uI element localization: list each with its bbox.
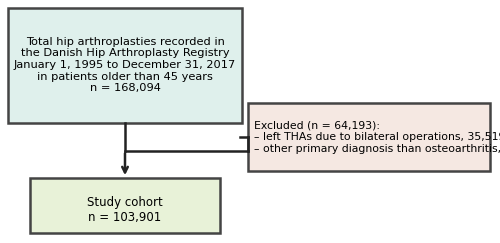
FancyBboxPatch shape (248, 103, 490, 171)
FancyBboxPatch shape (8, 8, 242, 123)
Text: Total hip arthroplasties recorded in
the Danish Hip Arthroplasty Registry
Januar: Total hip arthroplasties recorded in the… (14, 37, 236, 93)
Text: Excluded (n = 64,193):
– left THAs due to bilateral operations, 35,519
– other p: Excluded (n = 64,193): – left THAs due t… (254, 120, 500, 154)
Text: Study cohort
n = 103,901: Study cohort n = 103,901 (87, 196, 163, 224)
FancyBboxPatch shape (30, 178, 220, 233)
